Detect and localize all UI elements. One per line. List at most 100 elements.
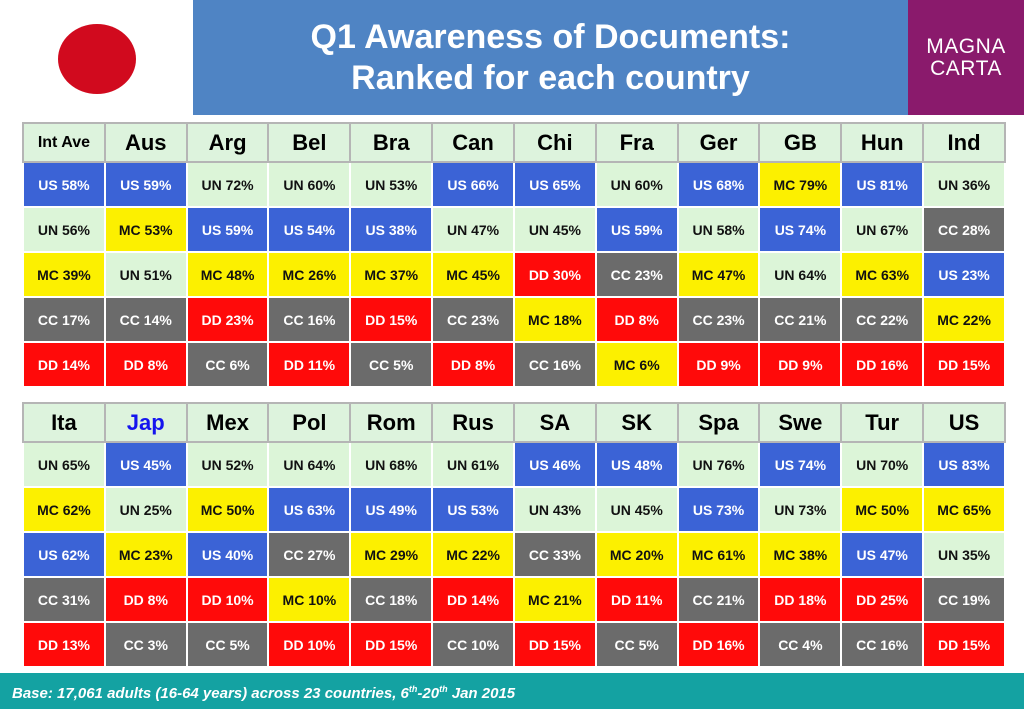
country-header: Fra <box>594 122 679 163</box>
ranking-cell: DD 9% <box>676 341 761 388</box>
ranking-cell: MC 65% <box>922 486 1006 533</box>
rank-row-1: UN 65% US 45% UN 52% UN 64% UN 68% UN 61% US 4… <box>22 441 1006 488</box>
ranking-cell: DD 15% <box>922 621 1006 668</box>
ranking-cell: CC 14% <box>103 296 188 343</box>
ranking-cell: MC 29% <box>349 531 434 578</box>
ranking-cell: DD 30% <box>512 251 597 298</box>
ranking-cell: CC 5% <box>185 621 270 668</box>
footer-base-text: Base: 17,061 adults (16-64 years) across… <box>12 685 409 702</box>
rank-row-4: CC 17% CC 14% DD 23% CC 16% DD 15% CC 23% MC 1… <box>22 296 1006 343</box>
country-header-row: Int Ave Aus Arg Bel Bra Can Chi Fra Ger GB Hun Ind <box>22 122 1006 163</box>
japan-flag <box>0 0 193 115</box>
country-header: Swe <box>758 402 843 443</box>
ranking-cell: MC 53% <box>103 206 188 253</box>
ranking-cell: US 53% <box>431 486 515 533</box>
ranking-cell: DD 16% <box>840 341 925 388</box>
country-header: Arg <box>185 122 270 163</box>
ranking-cell: MC 22% <box>431 531 515 578</box>
country-header: Aus <box>103 122 188 163</box>
footer-sup-2: th <box>439 684 448 694</box>
magna-carta-logo: MAGNA CARTA <box>908 0 1024 115</box>
ranking-cell: DD 15% <box>512 621 597 668</box>
country-header-row: Ita Jap Mex Pol Rom Rus SA SK Spa Swe Tur US <box>22 402 1006 443</box>
ranking-cell: MC 61% <box>676 531 761 578</box>
ranking-cell: US 59% <box>594 206 679 253</box>
ranking-cell: DD 15% <box>922 341 1006 388</box>
ranking-cell: MC 22% <box>922 296 1006 343</box>
country-header: Jap <box>103 402 188 443</box>
country-header: GB <box>758 122 843 163</box>
ranking-cell: US 49% <box>349 486 434 533</box>
ranking-cell: UN 67% <box>840 206 925 253</box>
footer-end: Jan 2015 <box>447 685 516 702</box>
ranking-cell: UN 64% <box>758 251 843 298</box>
ranking-cell: UN 60% <box>594 161 679 208</box>
ranking-cell: DD 9% <box>758 341 843 388</box>
ranking-cell: DD 8% <box>594 296 679 343</box>
ranking-cell: UN 36% <box>922 161 1006 208</box>
ranking-cell: US 68% <box>676 161 761 208</box>
ranking-cell: MC 23% <box>103 531 188 578</box>
ranking-cell: CC 33% <box>512 531 597 578</box>
ranking-cell: CC 23% <box>594 251 679 298</box>
ranking-cell: MC 20% <box>594 531 679 578</box>
ranking-cell: MC 62% <box>22 486 106 533</box>
ranking-cell: MC 79% <box>758 161 843 208</box>
ranking-cell: DD 11% <box>267 341 352 388</box>
country-header: SK <box>594 402 679 443</box>
ranking-cell: MC 26% <box>267 251 352 298</box>
ranking-cell: UN 76% <box>676 441 761 488</box>
ranking-cell: US 38% <box>349 206 434 253</box>
country-header: Hun <box>840 122 925 163</box>
ranking-cell: MC 21% <box>512 576 597 623</box>
country-header: Can <box>431 122 515 163</box>
ranking-cell: DD 15% <box>349 296 434 343</box>
rank-row-3: MC 39% UN 51% MC 48% MC 26% MC 37% MC 45% DD 3… <box>22 251 1006 298</box>
ranking-cell: DD 13% <box>22 621 106 668</box>
ranking-cell: US 59% <box>103 161 188 208</box>
ranking-cell: DD 10% <box>185 576 270 623</box>
ranking-cell: CC 3% <box>103 621 188 668</box>
ranking-cell: CC 22% <box>840 296 925 343</box>
footer-base-note: Base: 17,061 adults (16-64 years) across… <box>0 673 1024 709</box>
footer-sup-1: th <box>408 684 418 694</box>
ranking-cell: CC 10% <box>431 621 515 668</box>
ranking-cell: US 63% <box>267 486 352 533</box>
country-header: US <box>922 402 1006 443</box>
ranking-cell: US 65% <box>512 161 597 208</box>
ranking-cell: MC 48% <box>185 251 270 298</box>
title-banner: Q1 Awareness of Documents: Ranked for ea… <box>193 0 908 115</box>
rank-row-3: US 62% MC 23% US 40% CC 27% MC 29% MC 22% CC 3… <box>22 531 1006 578</box>
country-header: Spa <box>676 402 761 443</box>
ranking-cell: DD 11% <box>594 576 679 623</box>
ranking-cell: MC 6% <box>594 341 679 388</box>
country-header: Rus <box>431 402 515 443</box>
ranking-cell: US 62% <box>22 531 106 578</box>
country-header: Rom <box>349 402 434 443</box>
ranking-cell: DD 8% <box>103 576 188 623</box>
ranking-cell: CC 16% <box>840 621 925 668</box>
ranking-cell: CC 23% <box>676 296 761 343</box>
country-header: Chi <box>512 122 597 163</box>
ranking-cell: MC 50% <box>840 486 925 533</box>
country-header: Ita <box>22 402 106 443</box>
ranking-cell: US 81% <box>840 161 925 208</box>
ranking-table-bottom: Ita Jap Mex Pol Rom Rus SA SK Spa Swe Tur US UN 65% U… <box>22 402 1006 668</box>
rank-row-4: CC 31% DD 8% DD 10% MC 10% CC 18% DD 14% MC 21… <box>22 576 1006 623</box>
ranking-cell: US 59% <box>185 206 270 253</box>
ranking-cell: UN 43% <box>512 486 597 533</box>
ranking-cell: DD 15% <box>349 621 434 668</box>
ranking-cell: MC 45% <box>431 251 515 298</box>
ranking-cell: CC 18% <box>349 576 434 623</box>
ranking-cell: US 74% <box>758 206 843 253</box>
ranking-cell: CC 31% <box>22 576 106 623</box>
ranking-cell: DD 10% <box>267 621 352 668</box>
ranking-cell: US 47% <box>840 531 925 578</box>
ranking-cell: CC 16% <box>267 296 352 343</box>
ranking-cell: DD 14% <box>431 576 515 623</box>
rank-row-1: US 58% US 59% UN 72% UN 60% UN 53% US 66% US 6… <box>22 161 1006 208</box>
ranking-cell: UN 45% <box>594 486 679 533</box>
ranking-cell: UN 47% <box>431 206 515 253</box>
ranking-cell: UN 25% <box>103 486 188 533</box>
ranking-cell: CC 21% <box>676 576 761 623</box>
